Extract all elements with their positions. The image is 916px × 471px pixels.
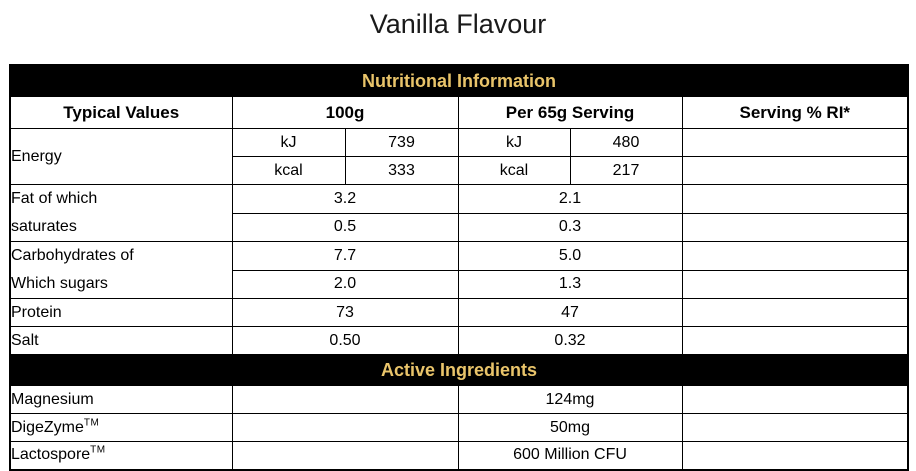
fat-label: Fat of which xyxy=(11,190,98,207)
energy-kj-unit-100g: kJ xyxy=(231,128,346,157)
protein-ri-cell-empty xyxy=(681,298,909,327)
row-label-magnesium: Magnesium xyxy=(9,385,233,414)
saturates-value-100g: 0.5 xyxy=(231,212,459,242)
row-label-energy: Energy xyxy=(9,128,233,185)
row-label-salt: Salt xyxy=(9,326,233,355)
digezyme-100g-cell-empty xyxy=(231,413,459,442)
digezyme-label: DigeZyme xyxy=(11,418,84,436)
table-row-energy-kj: Energy kJ 739 kJ 480 xyxy=(9,128,909,185)
sugars-value-100g: 2.0 xyxy=(231,269,459,299)
energy-kcal-ri-cell-empty xyxy=(681,156,909,185)
table-row-sugars: 2.0 1.3 xyxy=(10,269,909,299)
row-label-digezyme: DigeZymeTM xyxy=(9,413,233,442)
row-label-carbohydrates-sugars: Carbohydrates of Which sugars xyxy=(9,241,233,299)
energy-kj-value-100g: 739 xyxy=(344,128,459,157)
carbohydrates-label: Carbohydrates of xyxy=(11,247,134,264)
carbohydrates-ri-cell-empty xyxy=(681,241,909,271)
which-sugars-label: Which sugars xyxy=(11,275,108,292)
column-header-row: Typical Values 100g Per 65g Serving Serv… xyxy=(9,96,909,129)
lactospore-ri-cell-empty xyxy=(681,441,909,470)
row-label-fat-saturates: Fat of which saturates xyxy=(9,184,233,242)
fat-value-serving: 2.1 xyxy=(457,184,683,214)
col-header-per-65g-serving: Per 65g Serving xyxy=(457,96,683,129)
magnesium-amount: 124mg xyxy=(457,385,683,414)
table-row-energy-kcal: kcal 333 kcal 217 xyxy=(10,156,909,185)
page-title: Vanilla Flavour xyxy=(369,9,547,39)
active-ingredients-header: Active Ingredients xyxy=(9,354,909,386)
digezyme-ri-cell-empty xyxy=(681,413,909,442)
energy-kcal-value-100g: 333 xyxy=(344,156,459,185)
table-row-lactospore: LactosporeTM 600 Million CFU xyxy=(9,441,909,470)
digezyme-trademark-superscript: TM xyxy=(83,417,100,429)
row-label-protein: Protein xyxy=(9,298,233,327)
table-row-protein: Protein 73 47 xyxy=(9,298,909,327)
protein-value-100g: 73 xyxy=(231,298,459,327)
digezyme-amount: 50mg xyxy=(457,413,683,442)
carbohydrates-value-100g: 7.7 xyxy=(231,241,459,271)
table-row-magnesium: Magnesium 124mg xyxy=(9,385,909,414)
energy-kcal-unit-100g: kcal xyxy=(231,156,346,185)
table-row-digezyme: DigeZymeTM 50mg xyxy=(9,413,909,442)
sugars-ri-cell-empty xyxy=(681,269,909,299)
table-row-salt: Salt 0.50 0.32 xyxy=(9,326,909,355)
saturates-label: saturates xyxy=(11,218,77,235)
active-ingredients-bar: Active Ingredients xyxy=(9,354,909,386)
col-header-typical-values: Typical Values xyxy=(9,96,233,129)
energy-kcal-value-serving: 217 xyxy=(569,156,683,185)
lactospore-trademark-superscript: TM xyxy=(90,444,106,456)
lactospore-amount: 600 Million CFU xyxy=(457,441,683,470)
energy-kj-unit-serving: kJ xyxy=(457,128,571,157)
nutritional-information-header: Nutritional Information xyxy=(9,64,909,97)
col-header-serving-percent-ri: Serving % RI* xyxy=(681,96,909,129)
table-row-carbohydrates: Carbohydrates of Which sugars 7.7 5.0 xyxy=(9,241,909,299)
magnesium-ri-cell-empty xyxy=(681,385,909,414)
lactospore-100g-cell-empty xyxy=(231,441,459,470)
lactospore-label: Lactospore xyxy=(11,446,91,464)
energy-kj-value-serving: 480 xyxy=(569,128,683,157)
nutritional-information-bar: Nutritional Information xyxy=(9,64,909,97)
table-row-saturates: 0.5 0.3 xyxy=(10,212,909,242)
table-row-fat: Fat of which saturates 3.2 2.1 xyxy=(9,184,909,242)
energy-kj-ri-cell-empty xyxy=(681,128,909,157)
magnesium-100g-cell-empty xyxy=(231,385,459,414)
carbohydrates-value-serving: 5.0 xyxy=(457,241,683,271)
salt-ri-cell-empty xyxy=(681,326,909,355)
salt-value-100g: 0.50 xyxy=(231,326,459,355)
saturates-value-serving: 0.3 xyxy=(457,212,683,242)
saturates-ri-cell-empty xyxy=(681,212,909,242)
row-label-lactospore: LactosporeTM xyxy=(9,441,233,470)
fat-ri-cell-empty xyxy=(681,184,909,214)
energy-label: Energy xyxy=(11,147,62,165)
sugars-value-serving: 1.3 xyxy=(457,269,683,299)
protein-value-serving: 47 xyxy=(457,298,683,327)
salt-value-serving: 0.32 xyxy=(457,326,683,355)
energy-kcal-unit-serving: kcal xyxy=(457,156,571,185)
title-area: Vanilla Flavour xyxy=(0,0,916,64)
magnesium-label: Magnesium xyxy=(11,390,94,408)
fat-value-100g: 3.2 xyxy=(231,184,459,214)
nutrition-table: Nutritional Information Typical Values 1… xyxy=(9,64,910,471)
col-header-100g: 100g xyxy=(231,96,459,129)
